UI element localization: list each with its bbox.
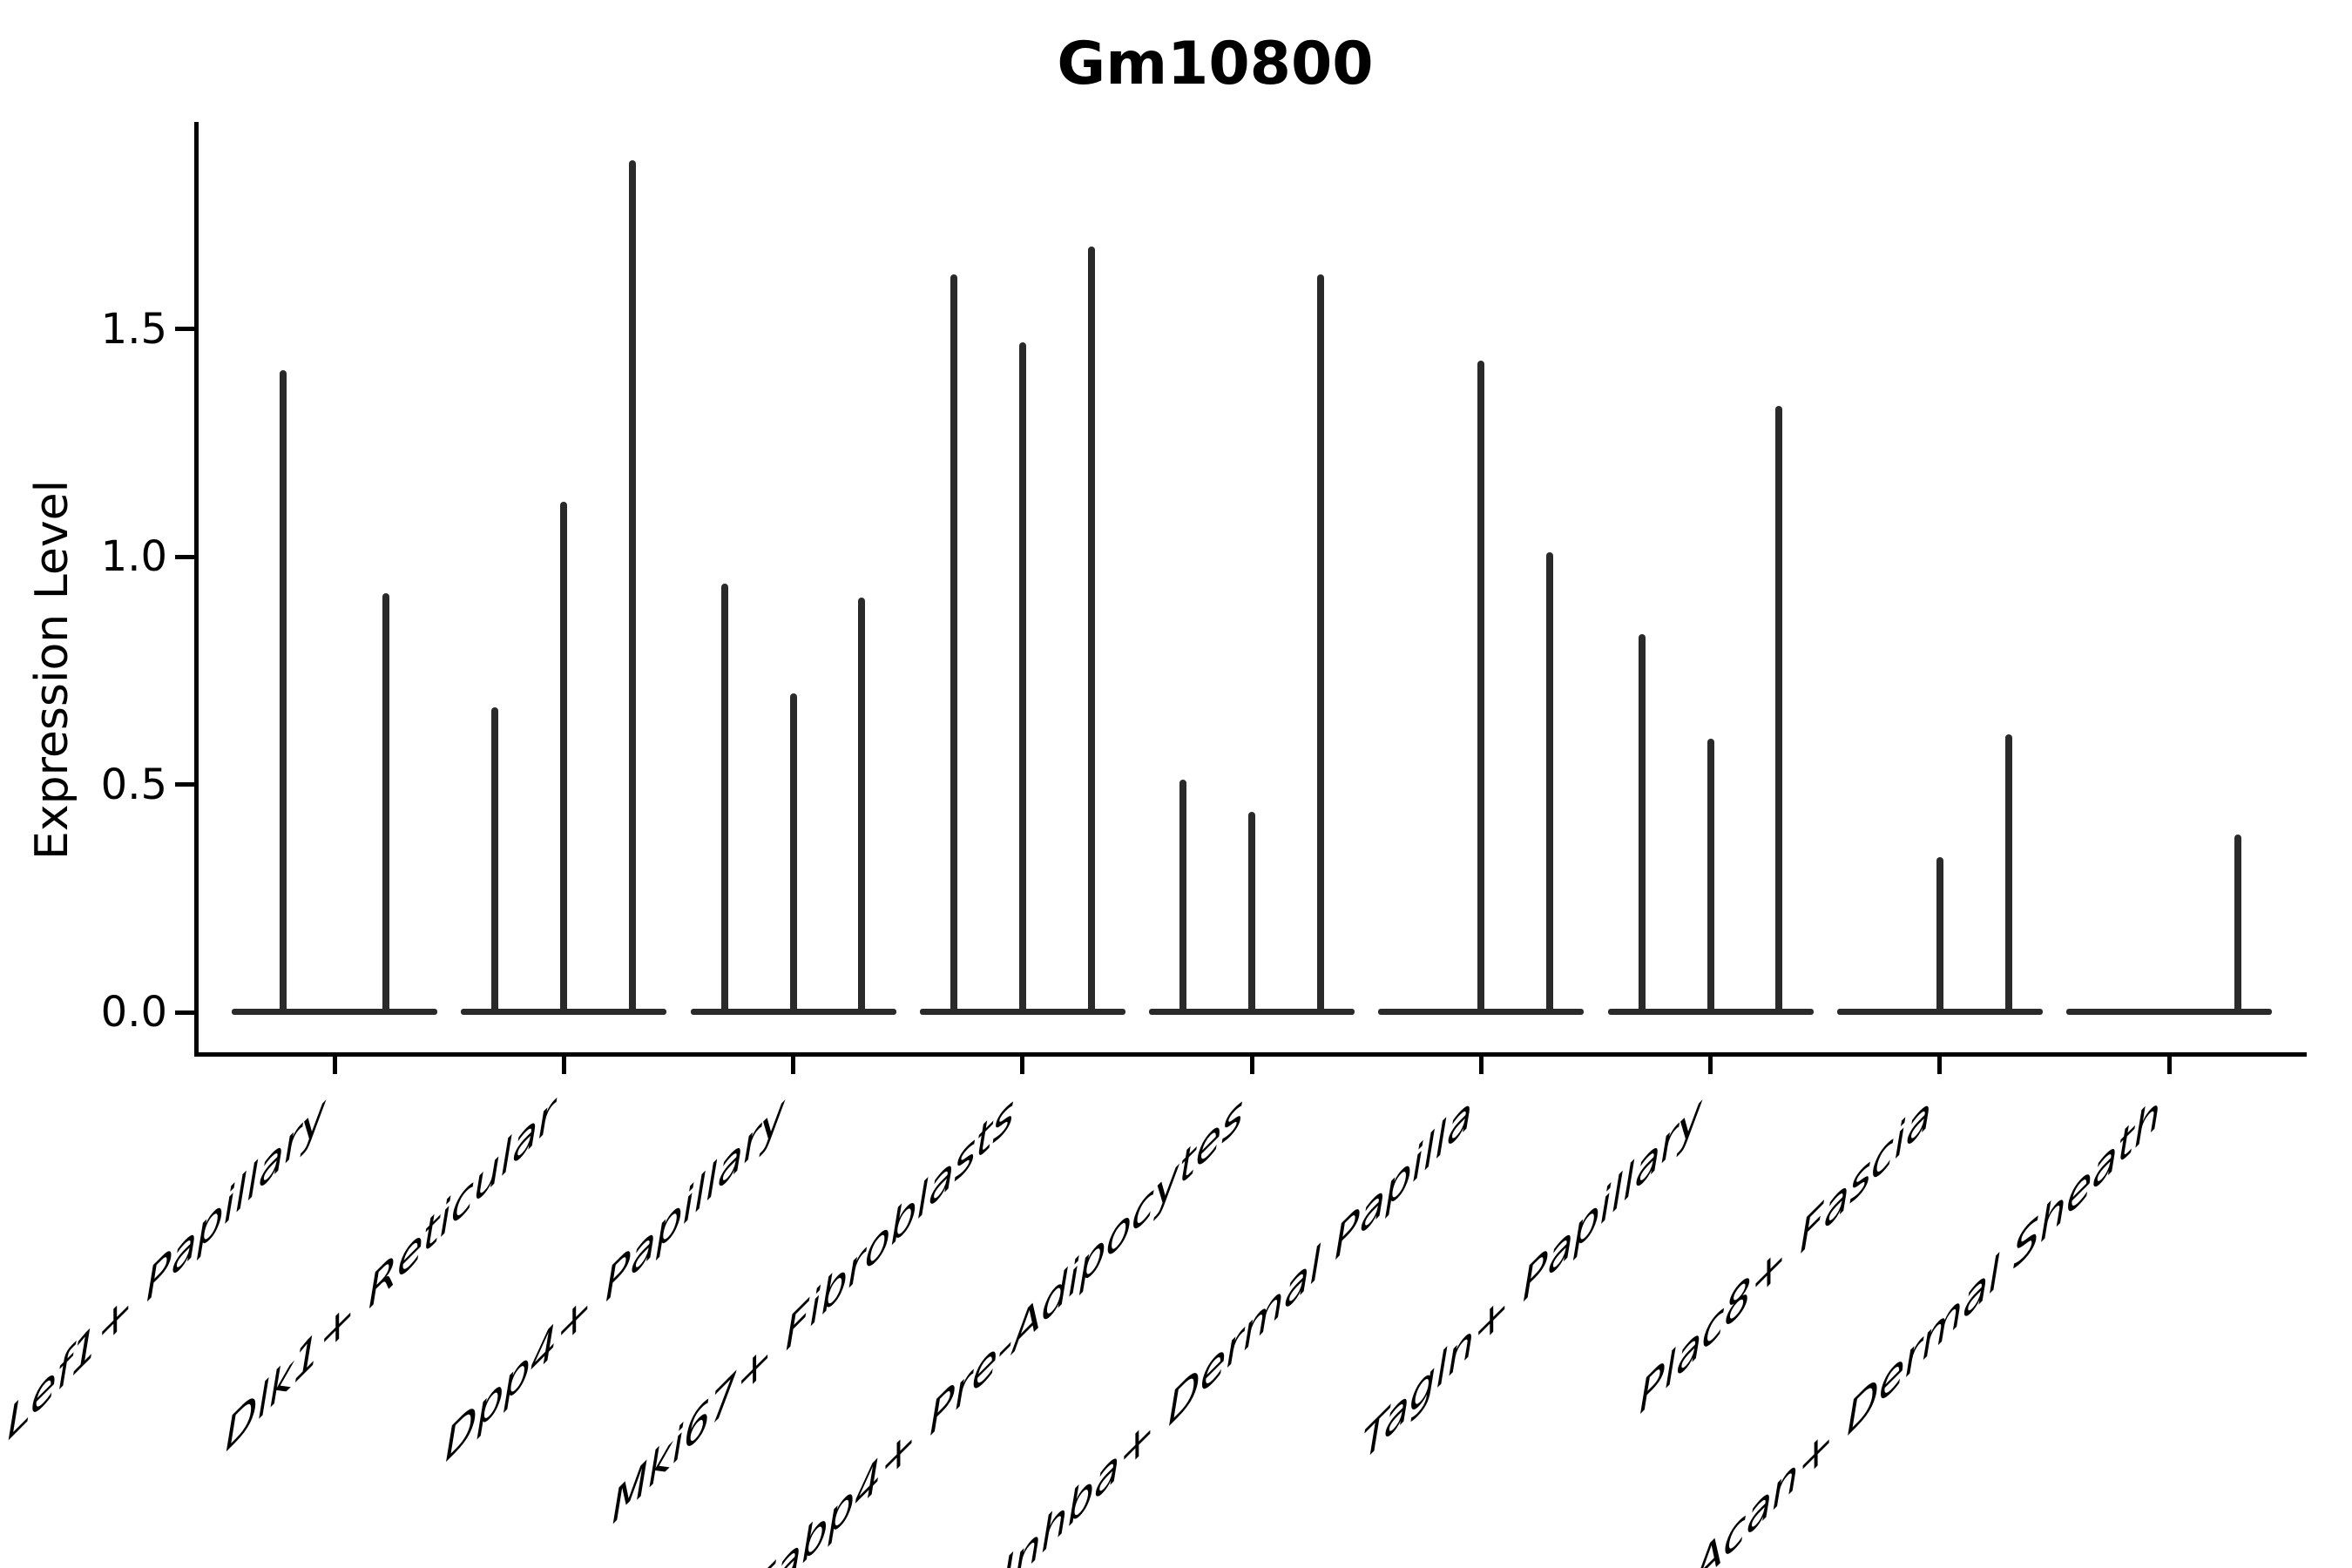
x-tick-mark	[1249, 1057, 1254, 1074]
violin-spike	[1707, 739, 1714, 1015]
violin-spike	[858, 598, 866, 1015]
violin-spike	[1018, 342, 1026, 1015]
violin-spike	[2234, 835, 2241, 1015]
violin-baseline	[232, 1009, 437, 1015]
chart-title: Gm10800	[1057, 30, 1374, 98]
violin-baseline	[2066, 1009, 2272, 1015]
x-tick-mark	[561, 1057, 566, 1074]
violin-spike	[1248, 811, 1255, 1015]
violin-spike	[1638, 633, 1646, 1015]
y-tick-mark	[175, 327, 194, 331]
y-tick-label: 0.0	[100, 988, 167, 1037]
violin-spike	[720, 584, 728, 1015]
y-tick-label: 1.5	[100, 304, 167, 354]
violin-spike	[629, 159, 637, 1015]
violin-spike	[1775, 406, 1783, 1015]
x-tick-mark	[1020, 1057, 1025, 1074]
violin-spike	[1179, 780, 1187, 1015]
y-tick-label: 1.0	[100, 532, 167, 581]
y-tick-mark	[175, 782, 194, 787]
violin-spike	[1936, 857, 1943, 1015]
y-axis-label: Expression Level	[26, 479, 78, 861]
violin-spike	[1477, 361, 1485, 1015]
y-tick-mark	[175, 1010, 194, 1015]
violin-spike	[560, 502, 568, 1015]
violin-spike	[491, 706, 499, 1015]
x-tick-mark	[791, 1057, 795, 1074]
x-tick-label: Dpp4+ Papillary	[444, 1085, 785, 1474]
x-tick-mark	[2166, 1057, 2172, 1074]
violin-spike	[1316, 274, 1324, 1015]
x-tick-mark	[332, 1057, 337, 1074]
y-axis-line	[194, 122, 199, 1057]
violin-spike	[1087, 247, 1095, 1015]
violin-spike	[2004, 733, 2012, 1015]
x-tick-mark	[1478, 1057, 1484, 1074]
x-tick-mark	[1708, 1057, 1713, 1074]
y-tick-label: 0.5	[100, 760, 167, 809]
violin-spike	[950, 274, 957, 1015]
violin-spike	[279, 369, 287, 1015]
violin-spike	[1546, 551, 1554, 1015]
x-axis-line	[194, 1052, 2307, 1057]
violin-spike	[789, 693, 797, 1015]
y-tick-mark	[175, 554, 194, 559]
violin-spike	[382, 592, 390, 1015]
x-tick-mark	[1937, 1057, 1943, 1074]
